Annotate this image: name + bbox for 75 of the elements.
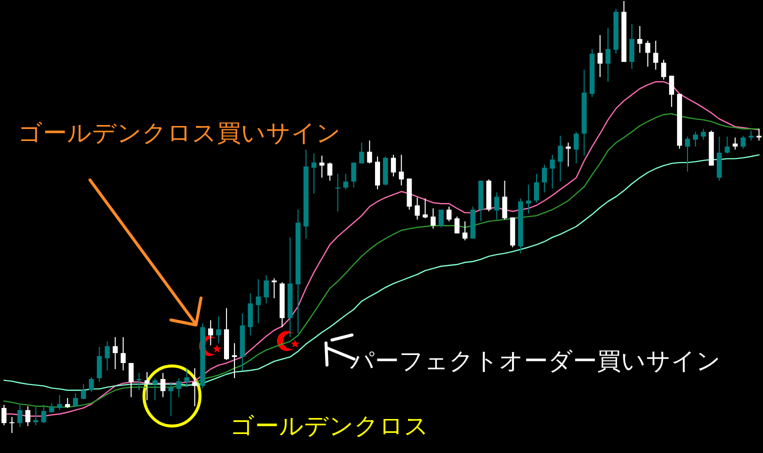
candlestick	[692, 131, 698, 148]
candlestick	[248, 292, 253, 336]
candlestick	[319, 155, 324, 178]
candlestick	[446, 206, 452, 222]
candlestick	[73, 392, 78, 407]
candlestick	[33, 406, 38, 426]
candlestick	[494, 192, 500, 220]
candlestick	[17, 404, 22, 428]
candlestick	[120, 336, 126, 371]
candlestick	[462, 220, 468, 241]
candlestick	[732, 137, 738, 150]
annotation: ゴールデンクロス買いサイン	[18, 120, 341, 147]
candlestick	[96, 346, 102, 383]
candlestick	[136, 372, 142, 391]
candlestick	[359, 142, 364, 164]
candlestick	[208, 320, 214, 346]
candlestick	[152, 378, 158, 401]
candlestick	[112, 336, 118, 370]
candlestick	[128, 362, 134, 398]
candlestick	[653, 40, 658, 70]
candlestick	[669, 75, 674, 108]
candlestick	[629, 23, 634, 70]
candlestick	[422, 198, 428, 219]
candlestick	[160, 372, 166, 398]
candlestick	[25, 406, 30, 427]
candlestick	[558, 135, 563, 182]
candlestick	[184, 368, 190, 388]
candlestick	[526, 184, 532, 214]
candlestick	[216, 316, 222, 344]
candlestick	[65, 398, 70, 408]
candlestick	[661, 59, 666, 80]
candlestick	[367, 140, 372, 164]
candlestick	[637, 26, 642, 54]
candlestick	[606, 27, 611, 82]
candlestick	[700, 128, 706, 140]
candlestick	[542, 164, 547, 193]
candlestick	[502, 180, 508, 220]
candlestick	[57, 394, 62, 411]
candlestick	[343, 173, 348, 190]
candlestick	[398, 154, 404, 186]
candlestick	[232, 342, 237, 379]
candlestick	[375, 156, 380, 190]
candlestick	[740, 135, 746, 150]
candlestick	[104, 340, 110, 371]
candlestick	[88, 376, 94, 392]
candlestick	[566, 142, 571, 167]
candlestick	[192, 368, 198, 407]
candlestick	[390, 154, 396, 177]
candlestick	[684, 136, 690, 172]
candlestick	[264, 274, 269, 304]
annotation: ゴールデンクロス	[230, 413, 429, 440]
candlestick	[9, 416, 14, 434]
candlestick	[574, 131, 579, 164]
candlestick	[414, 197, 420, 220]
candlestick	[724, 136, 730, 154]
candlestick	[335, 173, 340, 212]
candlestick	[41, 404, 46, 424]
candlestick	[311, 152, 316, 194]
candlestick	[80, 384, 86, 400]
candlestick	[430, 208, 436, 230]
candlestick	[49, 402, 54, 413]
annotation: パーフェクトオーダー買いサイン	[349, 348, 721, 375]
candlestick	[327, 162, 332, 182]
candlestick	[256, 278, 261, 324]
candlestick	[168, 382, 174, 417]
candlestick	[550, 154, 555, 189]
candlestick	[534, 173, 539, 204]
candlestick	[645, 40, 650, 68]
candlestick	[1, 404, 6, 426]
candlestick	[351, 162, 356, 188]
candlestick	[144, 372, 150, 401]
candlestick	[598, 34, 603, 78]
candlestick	[176, 378, 182, 398]
candlestick	[438, 209, 444, 228]
candlestick	[454, 216, 460, 234]
